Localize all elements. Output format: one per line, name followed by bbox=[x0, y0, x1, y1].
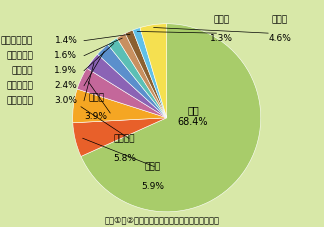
Wedge shape bbox=[117, 33, 167, 118]
Text: 1.4%: 1.4% bbox=[54, 36, 77, 45]
Text: 2.4%: 2.4% bbox=[55, 81, 77, 90]
Text: ロシア語: ロシア語 bbox=[12, 66, 33, 75]
Text: 5.8%: 5.8% bbox=[113, 153, 136, 163]
Text: 3.9%: 3.9% bbox=[85, 112, 108, 121]
Text: 日本語: 日本語 bbox=[145, 162, 161, 171]
Text: ポルトガル語: ポルトガル語 bbox=[1, 36, 33, 45]
Wedge shape bbox=[108, 38, 167, 118]
Wedge shape bbox=[133, 28, 167, 118]
Wedge shape bbox=[77, 68, 167, 118]
Text: 韓国語: 韓国語 bbox=[213, 16, 229, 25]
Text: 5.9%: 5.9% bbox=[141, 182, 164, 191]
Wedge shape bbox=[81, 24, 261, 212]
Text: フランス語: フランス語 bbox=[6, 96, 33, 105]
Text: 1.3%: 1.3% bbox=[210, 34, 233, 43]
Wedge shape bbox=[87, 54, 167, 118]
Wedge shape bbox=[73, 89, 167, 123]
Text: イタリア語: イタリア語 bbox=[6, 51, 33, 60]
Text: 中国語: 中国語 bbox=[88, 94, 104, 103]
Wedge shape bbox=[98, 44, 167, 118]
Wedge shape bbox=[140, 24, 167, 118]
Text: 図表①、②　グローバルリーチ社資料により作成: 図表①、② グローバルリーチ社資料により作成 bbox=[105, 216, 219, 225]
Text: 1.9%: 1.9% bbox=[54, 66, 77, 75]
Text: 4.6%: 4.6% bbox=[268, 34, 291, 43]
Wedge shape bbox=[73, 118, 167, 156]
Text: 英語
68.4%: 英語 68.4% bbox=[178, 105, 208, 127]
Text: ドイツ語: ドイツ語 bbox=[114, 134, 135, 143]
Text: スペイン語: スペイン語 bbox=[6, 81, 33, 90]
Wedge shape bbox=[125, 30, 167, 118]
Text: その他: その他 bbox=[272, 16, 288, 25]
Text: 1.6%: 1.6% bbox=[54, 51, 77, 60]
Text: 3.0%: 3.0% bbox=[54, 96, 77, 105]
